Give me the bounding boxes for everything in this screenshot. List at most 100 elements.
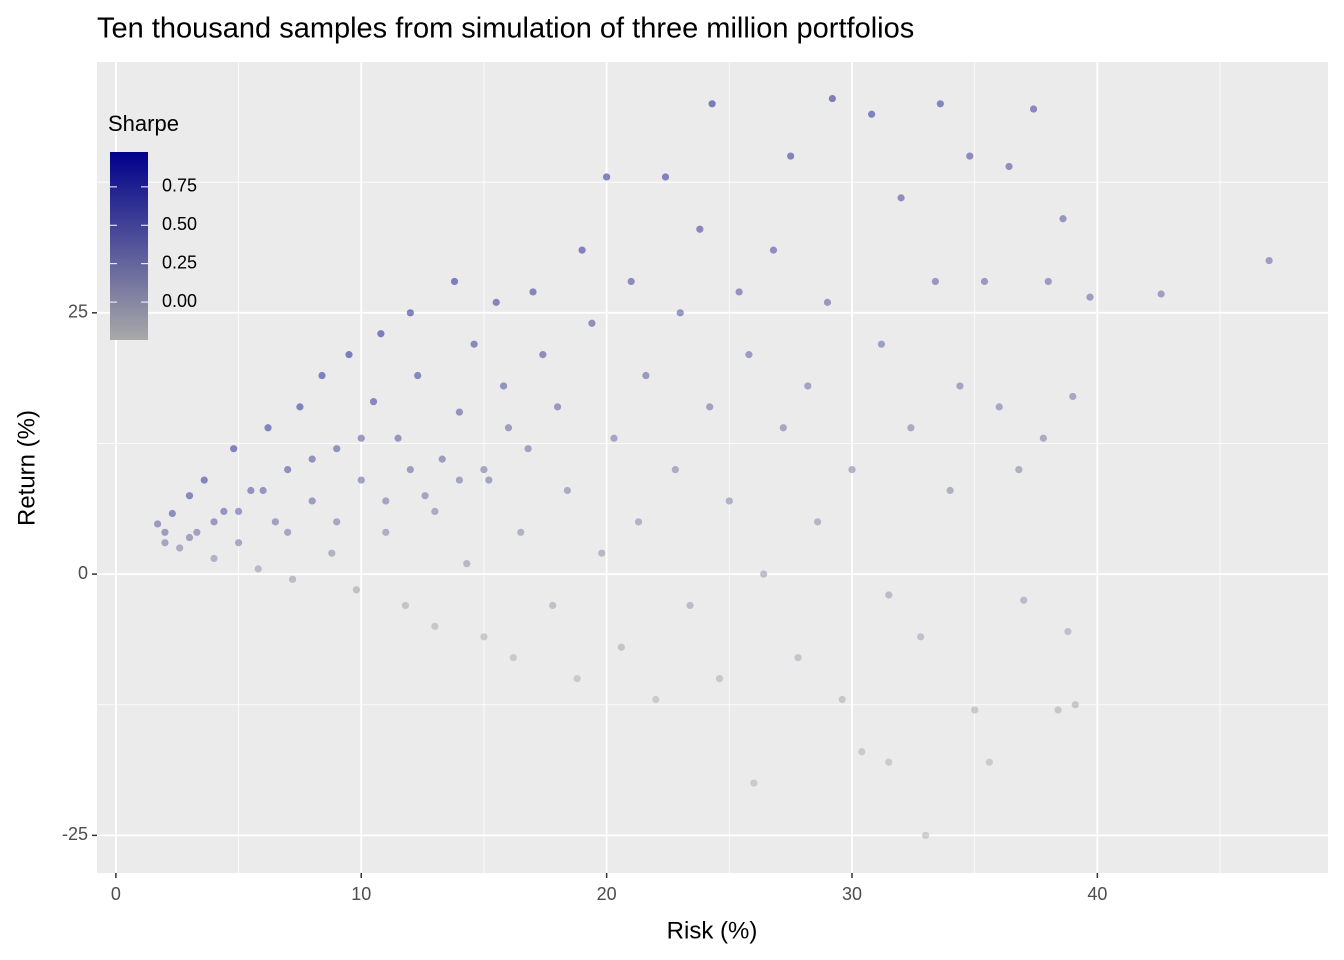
point: [858, 748, 866, 756]
point: [352, 586, 360, 594]
point: [234, 507, 243, 515]
point: [357, 434, 365, 442]
point: [1039, 434, 1047, 442]
point: [995, 403, 1003, 411]
point: [406, 309, 414, 317]
point: [1064, 627, 1072, 636]
point: [504, 424, 513, 432]
point: [168, 509, 176, 518]
point: [563, 486, 571, 495]
point: [333, 518, 341, 526]
point: [931, 277, 940, 286]
y-tick-label: 25: [68, 302, 88, 322]
point: [185, 492, 194, 500]
point: [296, 403, 304, 411]
point: [671, 465, 679, 474]
point: [394, 434, 402, 442]
point: [185, 533, 194, 542]
colorbar-label: 0.25: [162, 252, 197, 272]
point: [907, 424, 915, 432]
point: [634, 518, 643, 526]
point: [750, 779, 758, 787]
point: [696, 225, 704, 233]
point: [877, 340, 886, 348]
point: [1059, 215, 1067, 223]
point: [463, 560, 471, 568]
legend-title: Sharpe: [108, 111, 179, 136]
point: [509, 654, 517, 662]
point: [529, 288, 537, 296]
point: [838, 695, 846, 704]
point: [1157, 290, 1165, 298]
point: [406, 465, 414, 474]
point: [642, 371, 650, 380]
y-tick-label: -25: [62, 824, 88, 844]
point: [725, 497, 733, 505]
point: [885, 591, 893, 599]
point: [318, 371, 326, 380]
point: [161, 528, 169, 536]
point: [868, 110, 876, 118]
point: [787, 152, 795, 160]
x-tick-label: 10: [351, 884, 371, 904]
chart-title: Ten thousand samples from simulation of …: [97, 13, 914, 45]
point: [735, 288, 743, 296]
point: [936, 100, 944, 108]
point: [598, 549, 606, 557]
colorbar-label: 0.75: [162, 176, 197, 196]
point: [154, 520, 162, 528]
x-tick-label: 40: [1087, 884, 1107, 904]
point: [539, 351, 547, 359]
point: [161, 539, 169, 547]
x-tick-label: 0: [111, 884, 121, 904]
point: [333, 445, 341, 453]
point: [1069, 392, 1077, 401]
plot-panel: [97, 62, 1328, 873]
point: [524, 445, 532, 453]
point: [1029, 105, 1038, 113]
point: [284, 465, 292, 474]
y-axis-label: Return (%): [13, 410, 40, 526]
point: [956, 382, 964, 390]
point: [661, 173, 670, 181]
point: [676, 309, 684, 317]
point: [1020, 596, 1028, 604]
point: [966, 152, 974, 160]
point: [254, 565, 262, 573]
point: [480, 633, 488, 641]
point: [485, 476, 493, 484]
point: [708, 100, 716, 108]
point: [480, 465, 488, 474]
point: [549, 601, 557, 610]
point: [455, 408, 464, 416]
point: [627, 277, 635, 286]
point: [1015, 465, 1023, 474]
point: [617, 643, 625, 651]
point: [259, 486, 267, 495]
point: [328, 549, 336, 557]
point: [980, 277, 989, 286]
point: [588, 319, 596, 327]
point: [971, 706, 979, 714]
point: [553, 403, 562, 411]
point: [369, 398, 378, 406]
y-tick-label: 0: [78, 563, 88, 583]
point: [470, 340, 478, 348]
point: [247, 486, 255, 495]
point: [382, 497, 390, 505]
point: [814, 518, 822, 526]
point: [200, 476, 208, 484]
point: [271, 518, 279, 526]
point: [706, 403, 714, 411]
point: [357, 476, 365, 484]
point: [414, 371, 422, 380]
colorbar-label: 0.00: [162, 291, 197, 311]
point: [230, 445, 238, 453]
point: [1265, 256, 1273, 265]
point: [193, 528, 201, 536]
point: [264, 424, 272, 432]
point: [377, 330, 385, 338]
point: [210, 554, 218, 563]
point: [715, 675, 724, 683]
